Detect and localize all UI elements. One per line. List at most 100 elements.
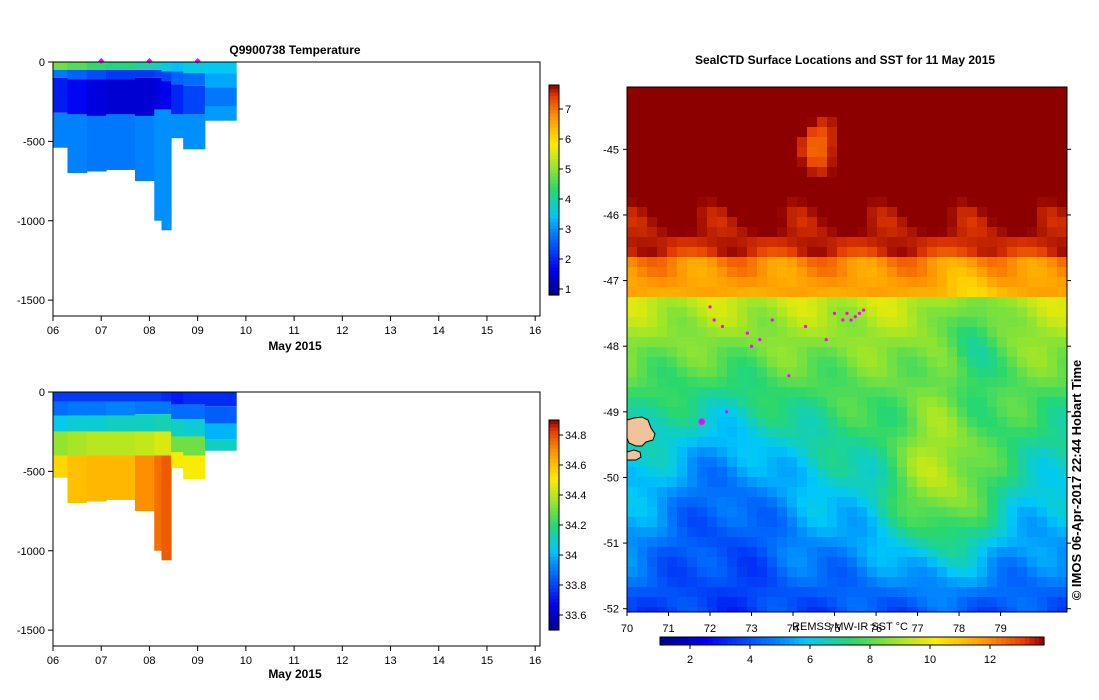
sst-cell [797, 567, 808, 578]
x-tick-label: 08 [143, 325, 155, 337]
sst-cell [647, 387, 658, 398]
sst-cell [1017, 337, 1028, 348]
sst-cell [727, 377, 738, 388]
sst-cell [1007, 497, 1018, 508]
sst-cell [927, 467, 938, 478]
sst-cell [857, 557, 868, 568]
sst-cell [957, 127, 968, 138]
sst-cell [727, 167, 738, 178]
sst-cell [787, 127, 798, 138]
sst-cell [927, 137, 938, 148]
sst-cell [757, 97, 768, 108]
sst-cell [677, 167, 688, 178]
sst-cell [907, 97, 918, 108]
sst-cell [627, 117, 638, 128]
sst-cell [657, 97, 668, 108]
sst-cell [897, 267, 908, 278]
sst-cell [917, 577, 928, 588]
sst-cell [857, 427, 868, 438]
sst-cell [727, 407, 738, 418]
sst-cell [1007, 407, 1018, 418]
sst-cell [967, 467, 978, 478]
sst-cell [797, 387, 808, 398]
sst-cell [647, 167, 658, 178]
colorbar-swatch [549, 277, 559, 282]
sst-cell [1047, 397, 1058, 408]
colorbar-swatch [1010, 637, 1016, 645]
sst-cell [967, 577, 978, 588]
sst-cell [997, 397, 1008, 408]
sst-cell [687, 167, 698, 178]
sst-cell [917, 327, 928, 338]
s-profile-layer [67, 415, 88, 432]
sst-cell [717, 587, 728, 598]
sst-cell [977, 207, 988, 218]
sst-cell [947, 557, 958, 568]
sst-cell [1007, 577, 1018, 588]
sst-cell [967, 157, 978, 168]
sst-cell [867, 107, 878, 118]
sst-cell [1027, 107, 1038, 118]
sst-cell [1017, 567, 1028, 578]
sst-cell [997, 257, 1008, 268]
sst-cell [947, 507, 958, 518]
sst-cell [647, 287, 658, 298]
sst-cell [797, 447, 808, 458]
sst-cell [747, 307, 758, 318]
sst-cell [687, 487, 698, 498]
sst-cell [737, 147, 748, 158]
sst-cell [867, 347, 878, 358]
sst-cell [1017, 377, 1028, 388]
sst-cell [747, 427, 758, 438]
sst-cell [877, 497, 888, 508]
sst-cell [797, 217, 808, 228]
sst-cell [647, 137, 658, 148]
sst-cell [767, 357, 778, 368]
sst-cell [687, 537, 698, 548]
colorbar-swatch [549, 623, 559, 628]
sst-cell [1007, 587, 1018, 598]
t-profile-layer [154, 62, 162, 70]
sst-cell [637, 537, 648, 548]
sst-cell [707, 397, 718, 408]
s-profile-layer [161, 392, 172, 402]
sst-cell [807, 227, 818, 238]
sst-cell [997, 457, 1008, 468]
sst-cell [967, 87, 978, 98]
sst-cell [887, 87, 898, 98]
sst-cell [857, 457, 868, 468]
sst-cell [1037, 177, 1048, 188]
sst-cell [707, 97, 718, 108]
sst-cell [957, 187, 968, 198]
sst-cell [797, 117, 808, 128]
sst-cell [847, 307, 858, 318]
sst-cell [667, 287, 678, 298]
sst-cell [807, 477, 818, 488]
t-profile-layer [134, 77, 155, 116]
sst-cell [697, 367, 708, 378]
sst-cell [927, 397, 938, 408]
sst-cell [777, 247, 788, 258]
sst-cell [787, 187, 798, 198]
colorbar-swatch [664, 637, 671, 645]
sst-cell [627, 547, 638, 558]
sst-cell [697, 137, 708, 148]
sst-cell [1017, 527, 1028, 538]
sst-cell [1057, 107, 1067, 118]
sst-cell [887, 237, 898, 248]
sst-cell [907, 447, 918, 458]
sst-cell [987, 347, 998, 358]
sst-cell [857, 227, 868, 238]
sst-cell [1057, 447, 1067, 458]
sst-cell [987, 197, 998, 208]
sst-cell [627, 587, 638, 598]
sst-cell [967, 407, 978, 418]
sst-cell [827, 217, 838, 228]
sst-cell [887, 457, 898, 468]
sst-cell [777, 307, 788, 318]
sst-cell [637, 317, 648, 328]
sst-cell [917, 227, 928, 238]
sst-cell [747, 557, 758, 568]
sst-cell [987, 117, 998, 128]
sst-cell [897, 517, 908, 528]
